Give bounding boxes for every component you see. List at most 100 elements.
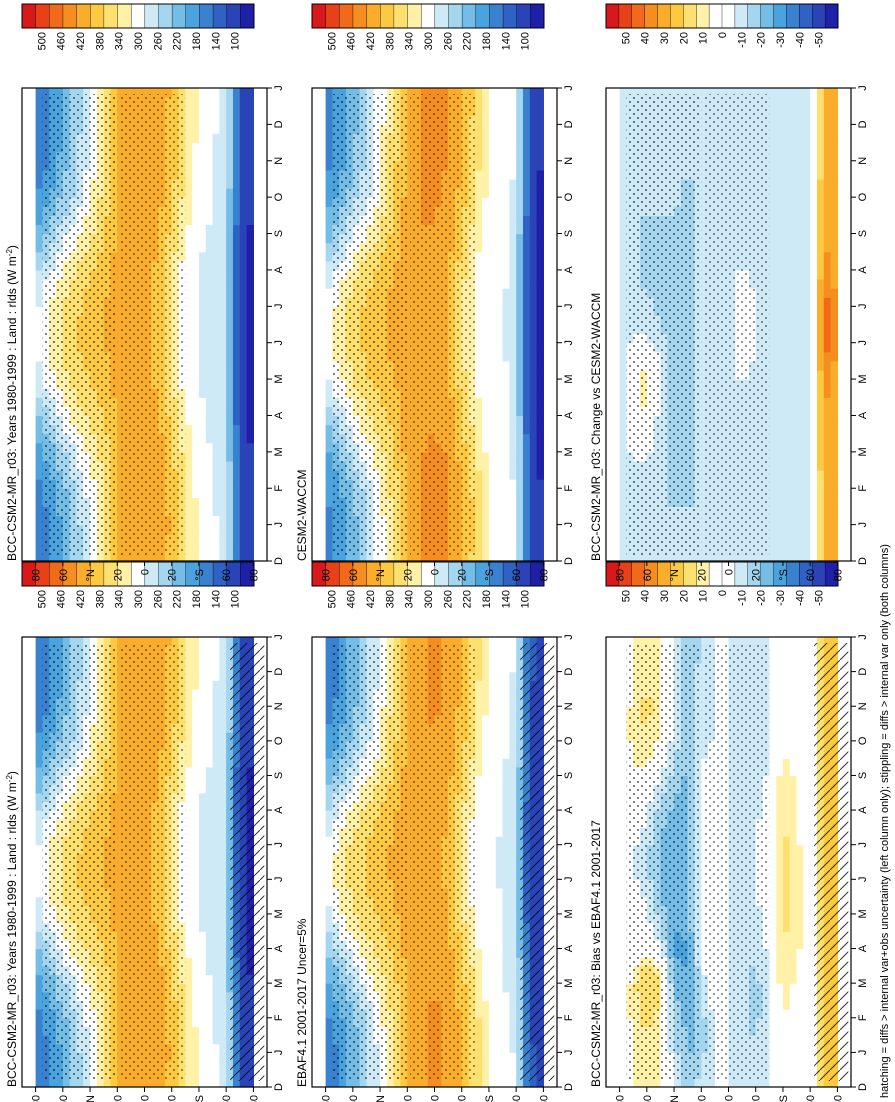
heatmap-cell	[509, 784, 517, 794]
heatmap-cell	[769, 827, 777, 837]
heatmap-cell	[516, 939, 524, 950]
heatmap-cell	[789, 810, 798, 820]
heatmap-cell	[488, 749, 497, 759]
heatmap-cell	[475, 706, 483, 716]
heatmap-cell	[769, 965, 777, 976]
heatmap-cell	[192, 1000, 200, 1010]
heatmap-cell	[782, 714, 791, 725]
heatmap-cell	[198, 758, 207, 768]
heatmap-cell	[796, 1069, 804, 1079]
heatmap-cell	[796, 957, 804, 967]
heatmap-cell	[488, 714, 497, 725]
heatmap-cell	[475, 654, 483, 664]
heatmap-cell	[325, 853, 334, 863]
heatmap-cell	[495, 974, 504, 984]
heatmap-cell	[192, 939, 200, 950]
heatmap-cell	[619, 801, 628, 811]
heatmap-cell	[782, 645, 791, 655]
heatmap-cell	[482, 1035, 490, 1045]
heatmap-cell	[516, 775, 524, 785]
lat-tick-label: 60	[348, 1095, 360, 1102]
heatmap-cell	[325, 697, 334, 707]
heatmap-cell	[619, 887, 628, 898]
heatmap-cell	[185, 844, 193, 854]
heatmap-cell	[488, 766, 497, 777]
heatmap-cell	[420, 1078, 429, 1088]
heatmap-cell	[502, 740, 510, 751]
heatmap-cell	[796, 688, 804, 699]
heatmap-cell	[619, 974, 628, 984]
heatmap-cell	[694, 637, 702, 647]
heatmap-cell	[212, 766, 220, 777]
heatmap-cell	[796, 706, 804, 716]
heatmap-cell	[475, 905, 483, 915]
heatmap-cell	[782, 827, 791, 837]
heatmap-cell	[205, 688, 214, 699]
heatmap-cell	[475, 913, 483, 924]
heatmap-cell	[509, 775, 517, 785]
heatmap-cell	[83, 637, 91, 647]
heatmap-cell	[502, 688, 510, 699]
month-label: J	[563, 842, 575, 848]
heatmap-cell	[42, 1078, 50, 1088]
heatmap-cell	[35, 801, 44, 811]
heatmap-cell	[796, 714, 804, 725]
heatmap-cell	[789, 758, 798, 768]
heatmap-cell	[803, 862, 811, 872]
heatmap-cell	[427, 637, 436, 647]
heatmap-cell	[776, 662, 784, 673]
heatmap-cell	[144, 1078, 152, 1088]
heatmap-cell	[212, 974, 220, 984]
heatmap-cell	[205, 732, 214, 742]
heatmap-cell	[522, 1078, 531, 1088]
heatmap-cell	[198, 1009, 207, 1019]
heatmap-cell	[185, 853, 193, 863]
heatmap-cell	[192, 810, 200, 820]
heatmap-cell	[488, 1035, 497, 1045]
heatmap-cell	[789, 974, 798, 984]
heatmap-cell	[789, 931, 798, 941]
heatmap-cell	[205, 931, 214, 941]
heatmap-cell	[619, 879, 628, 889]
heatmap-cell	[769, 853, 777, 863]
month-label: M	[273, 979, 285, 988]
heatmap-cell	[495, 654, 504, 664]
heatmap-cell	[475, 740, 483, 751]
heatmap-cell	[212, 870, 220, 880]
panel-c: 80 60 °N 20 0 20 °S 60 80DJFMAMJJASONDJBCC-CSM2-…	[589, 561, 869, 1102]
heatmap-cell	[198, 654, 207, 664]
heatmap-cell	[192, 637, 200, 647]
heatmap-cell	[502, 1017, 510, 1028]
heatmap-cell	[482, 836, 490, 846]
heatmap-cell	[325, 948, 334, 958]
heatmap-cell	[776, 862, 784, 872]
heatmap-cell	[219, 887, 227, 898]
heatmap-cell	[776, 1026, 784, 1036]
heatmap-cell	[488, 913, 497, 924]
heatmap-cell	[219, 1061, 227, 1071]
heatmap-cell	[226, 662, 234, 673]
heatmap-cell	[789, 913, 798, 924]
heatmap-cell	[482, 775, 490, 785]
heatmap-cell	[502, 827, 510, 837]
heatmap-cell	[789, 948, 798, 958]
lat-tick-label: 80	[538, 1095, 550, 1102]
heatmap-cell	[325, 810, 334, 820]
heatmap-cell	[475, 688, 483, 699]
heatmap-cell	[488, 723, 497, 733]
heatmap-cell	[198, 706, 207, 716]
heatmap-cell	[346, 637, 354, 647]
heatmap-cell	[76, 1078, 84, 1088]
heatmap-cell	[226, 688, 234, 699]
heatmap-cell	[714, 637, 723, 647]
heatmap-cell	[516, 948, 524, 958]
heatmap-cell	[475, 844, 483, 854]
heatmap-cell	[495, 714, 504, 725]
heatmap-cell	[789, 671, 798, 681]
heatmap-cell	[796, 645, 804, 655]
heatmap-cell	[205, 1017, 214, 1028]
heatmap-cell	[226, 697, 234, 707]
heatmap-cell	[359, 1078, 368, 1088]
heatmap-cell	[192, 913, 200, 924]
heatmap-cell	[619, 740, 628, 751]
